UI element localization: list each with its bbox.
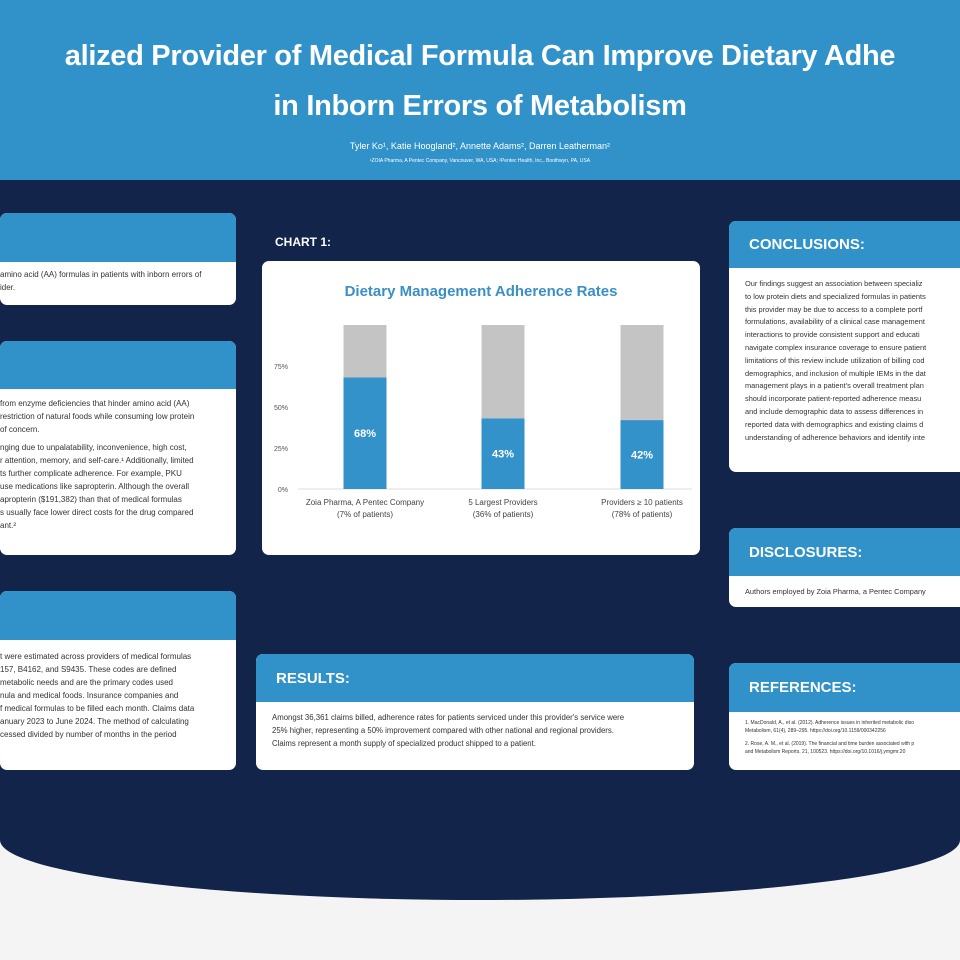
- text-line: of concern.: [0, 425, 40, 434]
- text-line: ant.²: [0, 521, 17, 530]
- objective-card: amino acid (AA) formulas in patients wit…: [0, 213, 236, 305]
- text-line: interactions to provide consistent suppo…: [745, 330, 920, 340]
- bar-chart: 0% 25% 50% 75% 68% Zoia Pharma, A Pentec Comp…: [274, 325, 692, 519]
- y-tick-label: 0%: [278, 487, 288, 494]
- bar-remainder: [481, 325, 525, 419]
- text-line: nula and medical foods. Insurance compan…: [0, 691, 179, 700]
- chart-title: Dietary Management Adherence Rates: [344, 283, 618, 300]
- disclosures-text: Authors employed by Zoia Pharma, a Pente…: [745, 587, 926, 596]
- methods-card-body: t were estimated across providers of med…: [0, 640, 236, 749]
- methods-card-header: [0, 591, 236, 640]
- text-line: 157, B4162, and S9435. These codes are d…: [0, 665, 177, 674]
- bar-adherence: [481, 418, 525, 489]
- text-line: formulations, availability of a clinical…: [745, 317, 925, 327]
- references-list: 1. MacDonald, A., et al. (2012). Adheren…: [729, 712, 960, 763]
- chart-card: Dietary Management Adherence Rates 0% 25%…: [262, 261, 700, 555]
- text-line: management plays in a patient's overall …: [745, 381, 924, 391]
- background-card-header: [0, 341, 236, 389]
- text-line: use medications like sapropterin. Althou…: [0, 482, 189, 491]
- text-line: reported data with demographics and exis…: [745, 419, 924, 429]
- results-body: Amongst 36,361 claims billed, adherence …: [256, 702, 694, 759]
- text-line: restriction of natural foods while consu…: [0, 412, 195, 421]
- disclosures-heading: DISCLOSURES:: [729, 528, 960, 576]
- bar-adherence: [343, 377, 387, 489]
- text-line: s usually face lower direct costs for th…: [0, 508, 194, 517]
- text-line: 1. MacDonald, A., et al. (2012). Adheren…: [745, 720, 914, 726]
- y-tick-label: 75%: [274, 364, 288, 371]
- conclusions-heading: CONCLUSIONS:: [729, 221, 960, 268]
- reference-item: 2. Rose, A. M., et al. (2019). The finan…: [745, 740, 956, 756]
- poster-header: alized Provider of Medical Formula Can I…: [0, 0, 960, 180]
- x-category-label: 5 Largest Providers: [468, 498, 537, 507]
- bar-remainder: [343, 325, 387, 378]
- text-line: nging due to unpalatability, inconvenien…: [0, 443, 187, 452]
- text-line: metabolic needs and are the primary code…: [0, 678, 173, 687]
- x-category-label: (78% of patients): [612, 510, 673, 519]
- text-line: this provider may be due to access to a …: [745, 304, 923, 314]
- text-line: t were estimated across providers of med…: [0, 652, 192, 661]
- references-heading: REFERENCES:: [729, 663, 960, 712]
- x-category-label: (7% of patients): [337, 510, 393, 519]
- methods-card: t were estimated across providers of med…: [0, 591, 236, 770]
- text-line: f medical formulas to be filled each mon…: [0, 704, 195, 713]
- text-line: 25% higher, representing a 50% improveme…: [272, 726, 614, 735]
- affiliations: ¹ZOIA Pharma, A Pentec Company, Vancouve…: [369, 158, 591, 164]
- y-tick-label: 25%: [274, 446, 288, 453]
- text-line: Claims represent a month supply of speci…: [272, 739, 536, 748]
- bar-remainder: [620, 325, 664, 421]
- chart-label: CHART 1:: [275, 235, 331, 249]
- bar-adherence: [620, 420, 664, 489]
- text-line: to low protein diets and specialized for…: [745, 291, 926, 301]
- background-card: from enzyme deficiencies that hinder ami…: [0, 341, 236, 555]
- x-category-label: Providers ≥ 10 patients: [601, 498, 683, 507]
- poster-title-line1: alized Provider of Medical Formula Can I…: [64, 40, 896, 72]
- x-category-label: (36% of patients): [473, 510, 534, 519]
- bar-data-label: 43%: [492, 449, 514, 461]
- reference-item: 1. MacDonald, A., et al. (2012). Adheren…: [745, 719, 956, 735]
- text-line: and include demographic data to assess d…: [745, 406, 924, 416]
- text-line: should incorporate patient-reported adhe…: [745, 394, 922, 404]
- text-line: 2. Rose, A. M., et al. (2019). The finan…: [745, 741, 915, 747]
- authors: Tyler Ko¹, Katie Hoogland², Annette Adam…: [349, 141, 611, 151]
- objective-card-header: [0, 213, 236, 262]
- bar-data-label: 68%: [354, 428, 376, 440]
- bar-data-label: 42%: [631, 450, 653, 462]
- text-line: limitations of this review include utili…: [745, 355, 925, 365]
- text-line: r attention, memory, and self-care.¹ Add…: [0, 456, 194, 465]
- background-card-body: from enzyme deficiencies that hinder ami…: [0, 389, 236, 545]
- text-line: ts further complicate adherence. For exa…: [0, 469, 182, 478]
- references-card: REFERENCES: 1. MacDonald, A., et al. (20…: [729, 663, 960, 770]
- text-line: from enzyme deficiencies that hinder ami…: [0, 399, 190, 408]
- poster-title-line2: in Inborn Errors of Metabolism: [273, 90, 687, 122]
- text-line: cessed divided by number of months in th…: [0, 730, 177, 739]
- text-line: Metabolism, 61(4), 289–295. https://doi.…: [745, 728, 886, 734]
- text-line: demographics, and inclusion of multiple …: [745, 368, 926, 378]
- text-line: amino acid (AA) formulas in patients wit…: [0, 270, 202, 279]
- results-card: RESULTS: Amongst 36,361 claims billed, a…: [256, 654, 694, 770]
- text-line: Our findings suggest an association betw…: [745, 279, 923, 288]
- results-heading: RESULTS:: [256, 654, 694, 702]
- text-line: anuary 2023 to June 2024. The method of …: [0, 717, 189, 726]
- disclosures-card: DISCLOSURES: Authors employed by Zoia Ph…: [729, 528, 960, 607]
- text-line: understanding of adherence behaviors and…: [745, 432, 925, 442]
- conclusions-card: CONCLUSIONS: Our findings suggest an ass…: [729, 221, 960, 472]
- objective-card-body: amino acid (AA) formulas in patients wit…: [0, 262, 236, 302]
- conclusions-body: Our findings suggest an association betw…: [729, 268, 960, 454]
- text-line: ider.: [0, 283, 16, 292]
- text-line: Amongst 36,361 claims billed, adherence …: [272, 713, 625, 722]
- text-line: and Metabolism Reports, 21, 100523. http…: [745, 749, 906, 755]
- x-category-label: Zoia Pharma, A Pentec Company: [306, 498, 424, 507]
- text-line: apropterin ($191,382) than that of medic…: [0, 495, 182, 504]
- y-tick-label: 50%: [274, 405, 288, 412]
- text-line: navigate complex insurance coverage to e…: [745, 342, 927, 352]
